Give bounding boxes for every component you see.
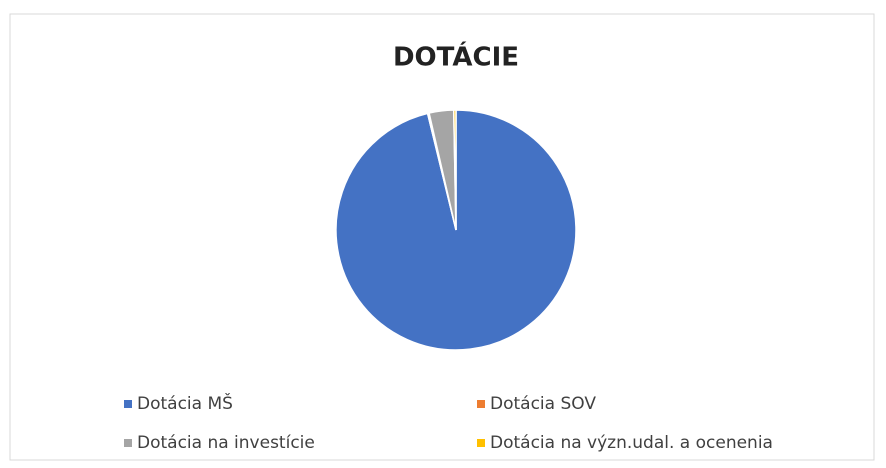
legend-marker [124, 400, 132, 408]
pie-slice [452, 109, 457, 231]
legend-label: Dotácia SOV [490, 394, 596, 414]
legend-label: Dotácia MŠ [137, 392, 233, 414]
legend-marker [477, 400, 485, 408]
legend-marker [124, 439, 132, 447]
chart-title: DOTÁCIE [393, 41, 519, 73]
legend-label: Dotácia na význ.udal. a ocenenia [490, 433, 773, 453]
legend-marker [477, 439, 485, 447]
legend-label: Dotácia na investície [137, 433, 315, 453]
